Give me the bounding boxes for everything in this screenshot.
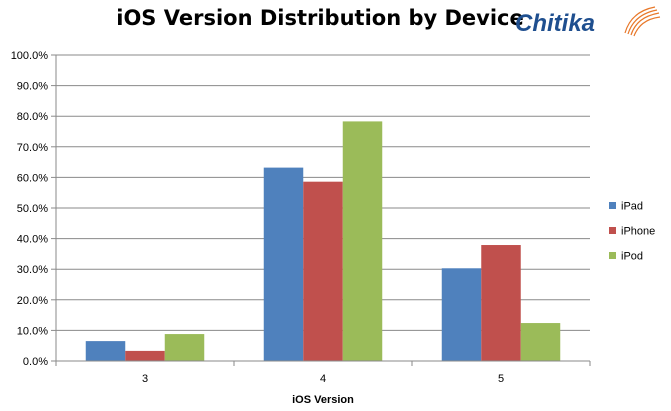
- legend-swatch-iphone: [609, 227, 616, 234]
- y-tick-label: 20.0%: [17, 295, 48, 307]
- y-tick-label: 30.0%: [17, 264, 48, 276]
- legend-label-iphone: iPhone: [621, 226, 655, 238]
- bar-ipod-3: [164, 334, 205, 361]
- y-tick-label: 10.0%: [17, 325, 48, 337]
- logo-swoosh-icon: [624, 6, 661, 37]
- bar-ipad-5: [441, 268, 482, 361]
- axes: [55, 55, 591, 366]
- bar-iphone-5: [481, 245, 521, 361]
- legend: iPad iPhone iPod: [609, 201, 655, 263]
- bars: [85, 121, 561, 361]
- bar-iphone-4: [303, 181, 343, 361]
- y-tick-label: 0.0%: [23, 356, 48, 368]
- y-tick-label: 100.0%: [11, 50, 49, 62]
- bar-ipad-3: [85, 341, 126, 361]
- y-tick-label: 90.0%: [17, 81, 48, 93]
- x-tick-labels: 3 4 5: [142, 373, 504, 385]
- logo-wordmark: Chitika: [515, 10, 595, 37]
- legend-swatch-ipad: [609, 202, 616, 209]
- y-tick-label: 40.0%: [17, 234, 48, 246]
- y-tick-label: 60.0%: [17, 172, 48, 184]
- x-tick-label: 4: [320, 373, 326, 385]
- x-tick-label: 3: [142, 373, 148, 385]
- bar-iphone-3: [125, 350, 165, 361]
- legend-swatch-ipod: [609, 252, 616, 259]
- legend-label-ipod: iPod: [621, 251, 643, 263]
- y-tick-label: 50.0%: [17, 203, 48, 215]
- bar-ipod-4: [342, 121, 383, 361]
- legend-label-ipad: iPad: [621, 201, 643, 213]
- y-tick-label: 70.0%: [17, 142, 48, 154]
- y-tick-label: 80.0%: [17, 111, 48, 123]
- x-axis-label: iOS Version: [292, 394, 354, 406]
- chart-title: iOS Version Distribution by Device: [116, 6, 524, 30]
- chitika-logo: Chitika: [515, 6, 661, 37]
- x-tick-label: 5: [498, 373, 504, 385]
- bar-ipad-4: [263, 167, 304, 361]
- bar-ipod-5: [520, 323, 561, 361]
- y-tick-labels: 0.0% 10.0% 20.0% 30.0% 40.0% 50.0% 60.0% 70.0% 8…: [11, 50, 49, 368]
